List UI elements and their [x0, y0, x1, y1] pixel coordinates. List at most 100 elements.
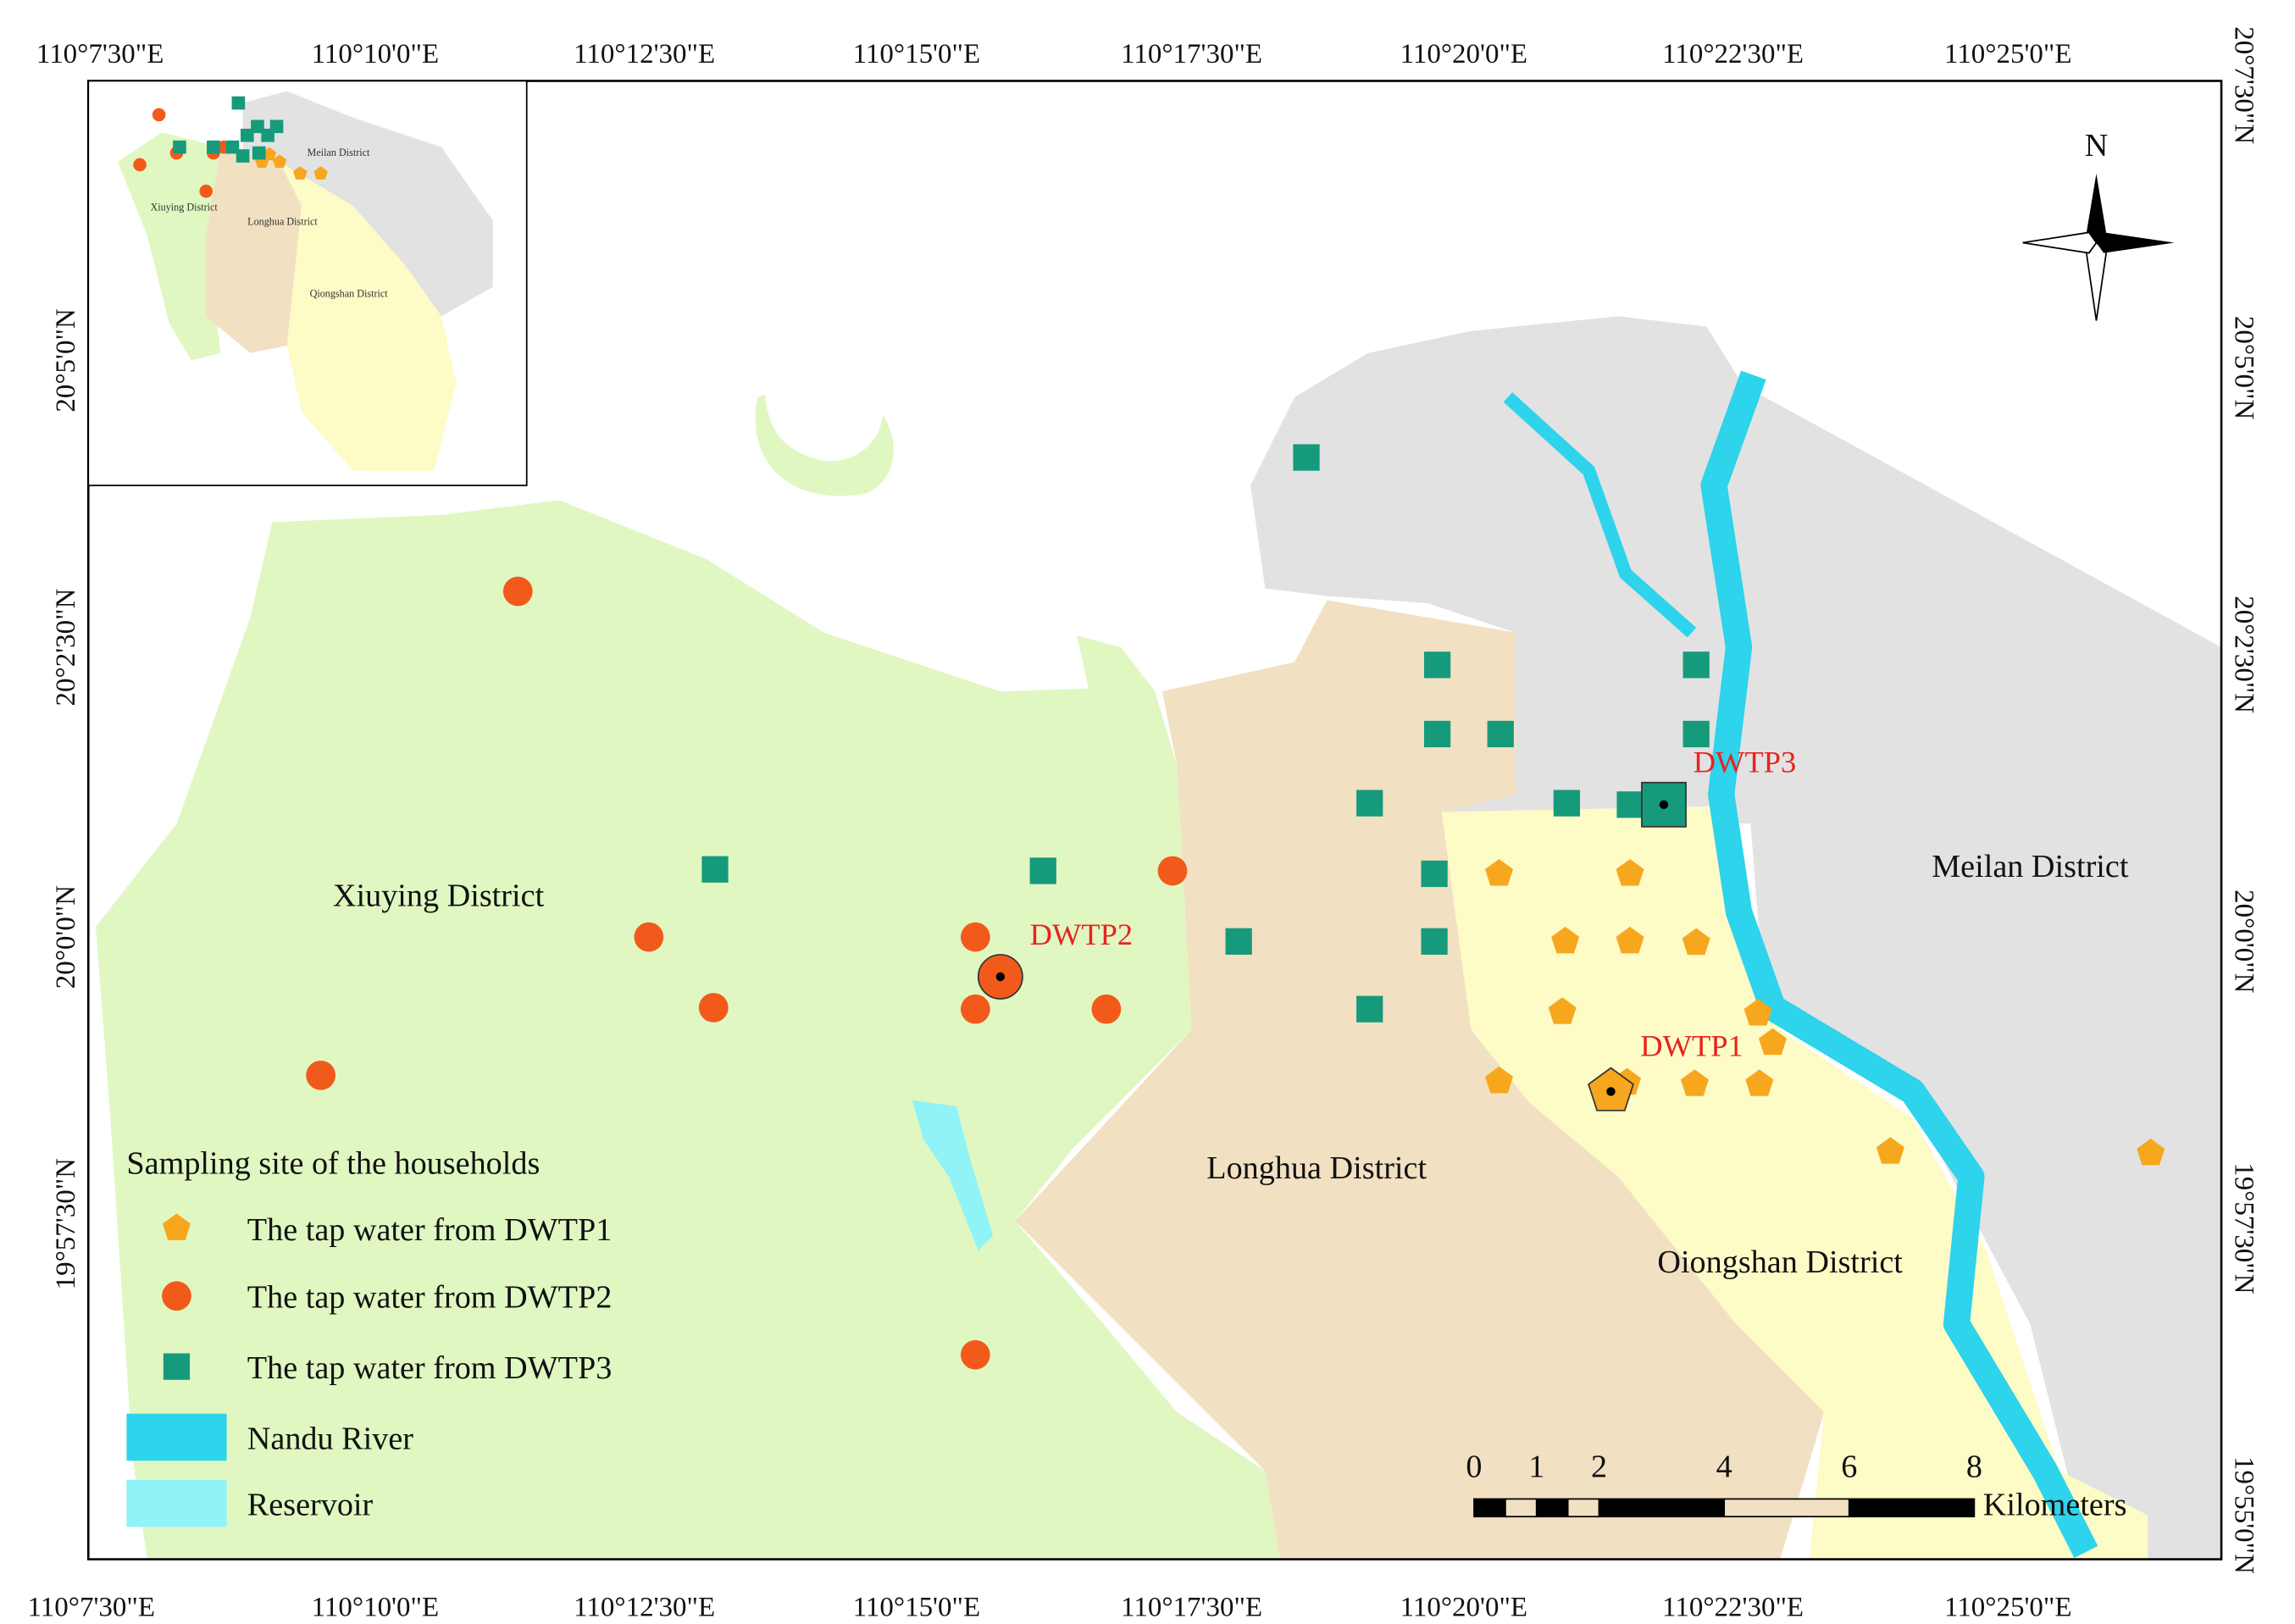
inset-site: [173, 140, 186, 154]
scale-segment: [1566, 1498, 1600, 1518]
bottom-axis-label: 110°17'30"E: [1121, 1593, 1262, 1623]
bottom-axis-label: 110°10'0"E: [312, 1593, 439, 1623]
left-axis-label: 20°5'0"N: [51, 308, 81, 413]
right-axis-label: 20°2'30"N: [2228, 596, 2259, 713]
sampling-site: [1553, 790, 1581, 817]
bottom-axis-label: 110°20'0"E: [1400, 1593, 1527, 1623]
top-axis-label: 110°25'0"E: [1944, 39, 2071, 69]
inset-site: [236, 149, 250, 163]
sampling-site: [1423, 720, 1451, 748]
river-branch: [1503, 392, 1697, 638]
sampling-site: [1682, 928, 1710, 956]
legend-symbol: [126, 1479, 227, 1527]
meilan-area: [1250, 316, 2222, 1560]
sampling-site: [1616, 926, 1644, 954]
plant-dot: [1659, 800, 1669, 810]
legend-symbol: [162, 1213, 191, 1240]
scale-segment: [1535, 1498, 1569, 1518]
bottom-axis-label: 110°25'0"E: [1944, 1593, 2071, 1623]
scale-segment: [1598, 1498, 1726, 1518]
sampling-site: [1157, 856, 1188, 886]
sampling-site: [701, 856, 729, 883]
inset-meilan: [242, 91, 493, 317]
inset-site: [262, 147, 277, 161]
inset-longhua: [206, 147, 302, 353]
sampling-site: [960, 994, 990, 1024]
sampling-site: [1421, 928, 1448, 955]
inset-site: [231, 96, 246, 110]
plant-dot: [1606, 1087, 1616, 1096]
bottom-axis-label: 110°7'30"E: [28, 1593, 155, 1623]
inset-site: [251, 119, 264, 134]
nandu-river: [1700, 370, 2098, 1559]
scale-unit: Kilometers: [1983, 1488, 2127, 1523]
legend-label: Nandu River: [247, 1421, 413, 1456]
inset-site: [272, 154, 287, 168]
top-axis-label: 110°7'30"E: [36, 39, 164, 69]
left-axis-label: 19°57'30"N: [51, 1158, 81, 1290]
inset-site: [207, 140, 220, 154]
sampling-site: [1745, 1069, 1774, 1096]
sampling-site: [698, 993, 729, 1023]
inset-label: Longhua District: [247, 216, 318, 228]
sampling-site: [1616, 791, 1644, 818]
sampling-site: [1225, 928, 1252, 955]
sampling-site: [1356, 995, 1383, 1023]
inset-xiuying: [118, 132, 221, 361]
inset-map: Meilan District Xiuying District Longhua D…: [87, 80, 528, 486]
district-label: Xiuying District: [333, 879, 545, 914]
sampling-site: [1487, 720, 1514, 748]
district-label: Longhua District: [1206, 1150, 1427, 1186]
sampling-site: [1029, 857, 1056, 884]
sampling-site: [1682, 651, 1710, 679]
north-arrow: [2022, 173, 2175, 321]
sampling-site: [1356, 790, 1383, 817]
top-axis-label: 110°22'30"E: [1662, 39, 1804, 69]
scale-segment: [1723, 1498, 1850, 1518]
inset-site: [133, 158, 147, 172]
sampling-site: [1548, 997, 1577, 1024]
bottom-axis-label: 110°15'0"E: [853, 1593, 980, 1623]
sampling-site: [1743, 999, 1772, 1026]
scale-label: 4: [1716, 1449, 1732, 1484]
scale-segment: [1848, 1498, 1976, 1518]
scale-label: 0: [1466, 1449, 1482, 1484]
map-body: [86, 80, 2223, 1560]
right-axis-label: 20°5'0"N: [2228, 316, 2259, 420]
bottom-axis-label: 110°12'30"E: [574, 1593, 715, 1623]
inset-label: Meilan District: [308, 147, 370, 158]
inset-qiongshan: [280, 162, 457, 471]
sampling-site: [1485, 1066, 1513, 1094]
top-axis-label: 110°15'0"E: [853, 39, 980, 69]
sampling-site: [1091, 994, 1122, 1024]
top-axis-label: 110°20'0"E: [1400, 39, 1527, 69]
legend-symbol: [162, 1281, 191, 1311]
sampling-site: [1551, 926, 1580, 954]
inset-site: [152, 108, 166, 122]
sampling-site: [1616, 859, 1644, 886]
sampling-site: [1423, 651, 1451, 679]
reservoir: [912, 1100, 994, 1250]
sampling-site: [1421, 860, 1448, 888]
inset-site: [199, 184, 213, 198]
legend-label: Reservoir: [247, 1488, 374, 1523]
sampling-site: [960, 922, 990, 952]
inset-site: [252, 146, 266, 160]
map-frame: [86, 80, 2223, 1560]
legend-title: Sampling site of the households: [126, 1146, 540, 1182]
right-axis-label: 19°55'0"N: [2228, 1456, 2259, 1574]
scale-label: 8: [1966, 1449, 1982, 1484]
top-axis-label: 110°12'30"E: [574, 39, 715, 69]
scale-segment: [1473, 1498, 1506, 1518]
north-label: N: [2085, 128, 2109, 164]
inset-label: Xiuying District: [151, 201, 219, 213]
legend-label: The tap water from DWTP1: [247, 1212, 613, 1248]
right-axis-label: 19°57'30"N: [2228, 1162, 2259, 1294]
sampling-site: [1293, 444, 1320, 471]
inset-site: [313, 166, 328, 180]
plant-dot: [995, 972, 1006, 982]
legend-symbol: [126, 1413, 227, 1461]
inset-site: [225, 140, 240, 154]
sampling-site: [1680, 1069, 1709, 1096]
legend-label: The tap water from DWTP2: [247, 1280, 613, 1316]
